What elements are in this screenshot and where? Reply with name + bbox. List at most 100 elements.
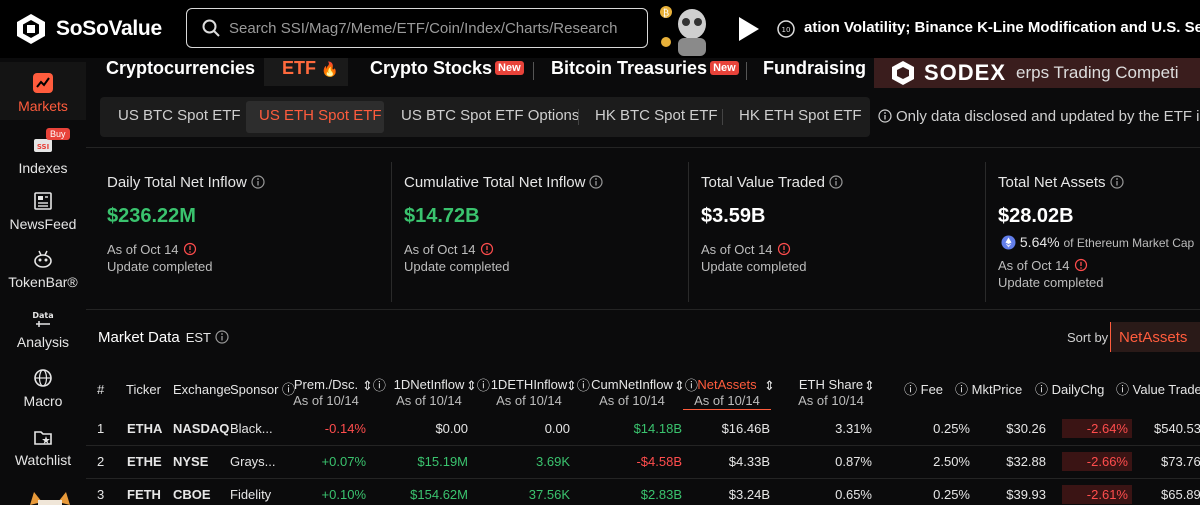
info-icon[interactable] [251, 175, 265, 189]
sort-icon[interactable]: ⇕ⓘ [362, 378, 386, 393]
logo[interactable]: SoSoValue [14, 12, 162, 46]
info-icon[interactable] [589, 175, 604, 189]
row-eth-share: 0.65% [835, 487, 872, 502]
row-eth-share: 0.87% [835, 454, 872, 469]
sidebar-item-watchlist[interactable]: Watchlist [0, 426, 86, 478]
subtab-us-btc-spot-etf-options[interactable]: US BTC Spot ETF Options [401, 107, 580, 124]
col-header-dailychg[interactable]: ⓘ DailyChg [1035, 382, 1105, 397]
row-sponsor: Grays... [230, 454, 276, 469]
info-icon [878, 109, 892, 123]
sort-icon[interactable]: ⇕ [864, 378, 875, 393]
alert-icon[interactable] [777, 242, 791, 256]
sidebar-item-markets[interactable]: Markets [0, 62, 86, 120]
stat-status: Update completed [998, 275, 1104, 290]
divider [746, 62, 747, 80]
brand-name: SoSoValue [56, 17, 162, 40]
col-header-cumnetinflow[interactable]: CumNetInflow As of 10/14 [591, 377, 673, 408]
divider [578, 109, 579, 125]
row-dailychg: -2.66% [1062, 452, 1132, 471]
info-icon[interactable]: ⓘ [1116, 382, 1130, 397]
sidebar-item-label: NewsFeed [9, 216, 77, 232]
col-header-ticker[interactable]: Ticker [126, 382, 161, 397]
alert-icon[interactable] [183, 242, 197, 256]
row-1dethinflow: 0.00 [544, 421, 570, 436]
col-header-1dethinflow[interactable]: 1DETHInflow As of 10/14 [490, 377, 568, 408]
sort-icon[interactable]: ⇕ [764, 378, 775, 393]
subtab-us-eth-spot-etf[interactable]: US ETH Spot ETF [259, 107, 382, 124]
row-ticker[interactable]: FETH [127, 487, 161, 502]
row-dailychg: -2.64% [1062, 419, 1132, 438]
top-bar: SoSoValue Search SSI/Mag7/Meme/ETF/Coin/… [0, 0, 1200, 58]
row-exchange: CBOE [173, 487, 211, 502]
sidebar-item-macro[interactable]: Macro [0, 367, 86, 419]
cat-mascot-icon[interactable] [28, 490, 72, 505]
stat-as-of: As of Oct 14 [404, 242, 603, 257]
info-icon[interactable]: ⓘ [282, 382, 296, 397]
tab-crypto-stocks[interactable]: Crypto Stocks New [370, 58, 524, 82]
row-fee: 2.50% [933, 454, 970, 469]
sort-by-select[interactable]: NetAssets [1110, 322, 1200, 352]
info-icon[interactable]: ⓘ [955, 382, 969, 397]
row-value-traded: $540.53 [1154, 421, 1200, 436]
sidebar-item-indexes[interactable]: Buy SSI Indexes [0, 128, 86, 180]
col-header-netassets[interactable]: NetAssets As of 10/14 [694, 377, 760, 408]
info-icon[interactable]: ⓘ [904, 382, 918, 397]
col-header-mktprice[interactable]: ⓘ MktPrice [955, 382, 1023, 397]
replay-10-icon[interactable]: 10 [776, 19, 796, 39]
info-icon[interactable]: ⓘ [1035, 382, 1049, 397]
subtab-hk-btc-spot-etf[interactable]: HK BTC Spot ETF [595, 107, 718, 124]
sidebar-item-newsfeed[interactable]: NewsFeed [0, 190, 86, 242]
row-ticker[interactable]: ETHA [127, 421, 163, 436]
new-badge: New [495, 61, 524, 75]
col-header-sponsor[interactable]: Sponsor ⓘ [230, 382, 296, 397]
col-header-value-traded[interactable]: ⓘ Value Traded [1116, 382, 1200, 397]
sort-icon[interactable]: ⇕ⓘ [566, 378, 590, 393]
row-mktprice: $32.88 [1006, 454, 1046, 469]
row-prem: +0.10% [321, 487, 366, 502]
fire-icon: 🔥 [321, 61, 339, 77]
search-bar[interactable]: Search SSI/Mag7/Meme/ETF/Coin/Index/Char… [186, 8, 648, 48]
row-netassets: $16.46B [721, 421, 770, 436]
alert-icon[interactable] [1074, 258, 1088, 272]
tokenbar-icon [34, 250, 52, 268]
row-number: 2 [97, 454, 105, 469]
sidebar-item-tokenbar[interactable]: TokenBar® [0, 248, 86, 300]
stat-value: $236.22M [107, 205, 196, 227]
col-header-exchange[interactable]: Exchange [173, 382, 231, 397]
alert-icon[interactable] [480, 242, 494, 256]
news-ticker[interactable]: ation Volatility; Binance K-Line Modific… [804, 19, 1200, 36]
tab-label: Bitcoin Treasuries [551, 58, 708, 78]
info-icon[interactable] [829, 175, 843, 189]
col-header-1dnetinflow[interactable]: 1DNetInflow As of 10/14 [393, 377, 465, 408]
col-header-prem[interactable]: Prem./Dsc. As of 10/14 [293, 377, 359, 408]
tab-label: ETF [282, 58, 316, 78]
tab-bitcoin-treasuries[interactable]: Bitcoin Treasuries New [551, 58, 739, 82]
search-input[interactable]: Search SSI/Mag7/Meme/ETF/Coin/Index/Char… [229, 19, 618, 37]
stat-as-of: As of Oct 14 [701, 242, 843, 257]
sort-icon[interactable]: ⇕ⓘ [466, 378, 490, 393]
mascot-icon[interactable]: ₿ [658, 2, 718, 56]
sodex-banner[interactable]: SODEX erps Trading Competi [874, 58, 1200, 88]
tab-etf[interactable]: ETF 🔥 [282, 58, 338, 82]
row-cumnetinflow: -$4.58B [636, 454, 682, 469]
row-ticker[interactable]: ETHE [127, 454, 162, 469]
col-header-eth-share[interactable]: ETH Share As of 10/14 [798, 377, 864, 408]
tab-cryptocurrencies[interactable]: Cryptocurrencies [106, 58, 256, 78]
table-row[interactable]: 1 ETHA NASDAQ Black... -0.14% $0.00 0.00… [86, 413, 1200, 445]
row-mktprice: $30.26 [1006, 421, 1046, 436]
stat-daily-net-inflow: Daily Total Net Inflow $236.22M As of Oc… [107, 174, 265, 274]
table-row[interactable]: 3 FETH CBOE Fidelity +0.10% $154.62M 37.… [86, 479, 1200, 505]
subtab-us-btc-spot-etf[interactable]: US BTC Spot ETF [118, 107, 241, 124]
col-header-num: # [97, 382, 105, 397]
stat-value: $3.59B [701, 205, 766, 227]
tab-label: Crypto Stocks [370, 58, 493, 78]
subtab-hk-eth-spot-etf[interactable]: HK ETH Spot ETF [739, 107, 862, 124]
tab-fundraising[interactable]: Fundraising [763, 58, 866, 78]
sort-icon[interactable]: ⇕ⓘ [674, 378, 698, 393]
table-row[interactable]: 2 ETHE NYSE Grays... +0.07% $15.19M 3.69… [86, 446, 1200, 478]
info-icon[interactable] [1109, 175, 1124, 189]
sidebar-item-analysis[interactable]: Data Analysis [0, 308, 86, 360]
play-icon[interactable] [737, 16, 761, 42]
col-header-fee[interactable]: ⓘ Fee [904, 382, 944, 397]
info-icon[interactable] [215, 330, 229, 344]
